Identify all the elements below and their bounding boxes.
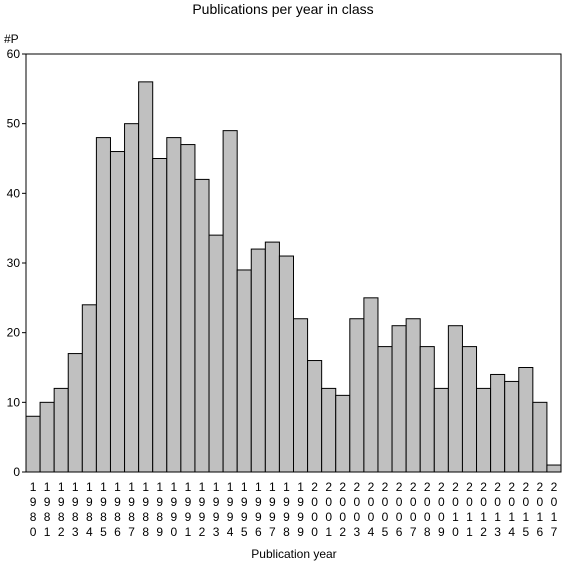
bar-2016 (532, 401, 548, 473)
bar-2010 (447, 325, 463, 473)
bar-2000 (307, 360, 323, 473)
bar-2017 (546, 464, 562, 473)
bar-1994 (222, 130, 238, 473)
bar-2013 (490, 373, 506, 473)
bar-2004 (363, 297, 379, 473)
bar-1988 (138, 81, 154, 473)
y-tick-label: 60 (7, 47, 21, 61)
bar-1999 (293, 318, 309, 473)
y-tick-label: 40 (7, 186, 21, 200)
bar-1981 (39, 401, 55, 473)
y-axis-label: #P (4, 32, 19, 46)
bar-1993 (208, 234, 224, 473)
bar-1992 (194, 178, 210, 473)
bar-2009 (433, 387, 449, 473)
bar-1983 (67, 353, 83, 473)
bar-2002 (335, 394, 351, 473)
y-tick-label: 20 (7, 326, 21, 340)
bar-2008 (419, 346, 435, 473)
bar-2012 (476, 387, 492, 473)
bar-1990 (166, 137, 182, 473)
y-tick-label: 0 (13, 465, 20, 479)
bar-1996 (250, 248, 266, 473)
bar-2015 (518, 367, 534, 473)
x-axis-label: Publication year (251, 547, 336, 561)
bar-1989 (152, 158, 168, 473)
bar-2001 (321, 387, 337, 473)
bar-1984 (81, 304, 97, 473)
bar-2003 (349, 318, 365, 473)
bar-2006 (391, 325, 407, 473)
bar-2011 (461, 346, 478, 473)
y-tick-label: 30 (7, 256, 21, 270)
bar-1985 (95, 137, 111, 473)
bar-1982 (53, 387, 69, 473)
bar-1998 (278, 255, 294, 473)
bar-2007 (405, 318, 421, 473)
bar-1995 (236, 269, 252, 473)
bar-2005 (377, 346, 393, 473)
bar-2014 (504, 380, 520, 473)
y-axis: 0 10 20 30 40 50 60 (7, 47, 26, 479)
chart-title: Publications per year in class (192, 1, 373, 17)
bars (25, 81, 562, 473)
bar-1997 (264, 241, 280, 473)
bar-1986 (109, 151, 126, 473)
x-tick-labels: 1 9 8 0 1 9 8 1 1 9 8 2 1 9 8 3 1 9 8 4 1 9 8 5 1 9 8 6 1 9 8 7 1 9 8 8 1 9 8 9… (30, 480, 558, 539)
bar-1980 (25, 415, 41, 473)
y-tick-label: 50 (7, 117, 21, 131)
bar-1987 (124, 123, 140, 473)
bar-1991 (180, 144, 196, 473)
y-tick-label: 10 (7, 395, 21, 409)
